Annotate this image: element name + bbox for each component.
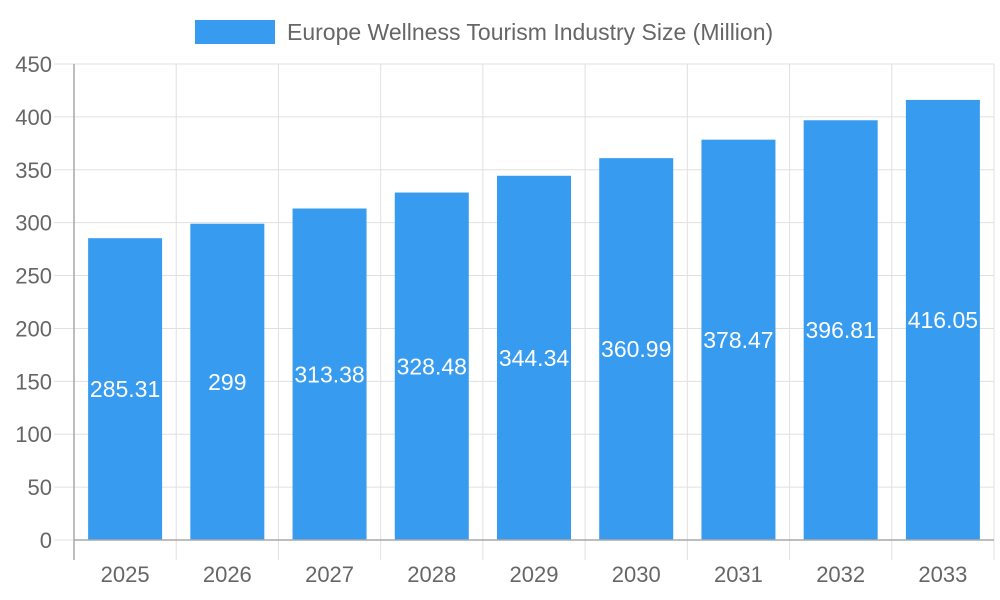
bar-2025 <box>88 238 163 540</box>
legend-label: Europe Wellness Tourism Industry Size (M… <box>287 19 773 45</box>
y-tick-label: 200 <box>15 316 52 341</box>
x-tick-label: 2026 <box>203 562 252 587</box>
bar-2030 <box>599 158 674 540</box>
axes: 0 50 100 150 200 250 300 350 400 450 2025 2026 2027 2… <box>15 52 994 587</box>
bar-2029 <box>497 175 571 540</box>
x-tick-label: 2027 <box>305 562 354 587</box>
bar-2026 <box>190 223 265 541</box>
bar-2027 <box>292 208 367 540</box>
data-label: 344.34 <box>499 345 570 371</box>
data-label: 313.38 <box>294 361 364 387</box>
bar-2031 <box>701 139 776 540</box>
bars <box>88 99 980 541</box>
data-label: 299 <box>208 369 246 395</box>
data-label: 360.99 <box>601 336 671 362</box>
data-label: 328.48 <box>397 353 467 379</box>
y-tick-label: 400 <box>15 105 52 130</box>
x-tick-label: 2033 <box>918 562 967 587</box>
y-tick-label: 50 <box>28 475 52 500</box>
bar-2032 <box>803 120 878 541</box>
data-label: 416.05 <box>908 307 978 333</box>
legend-swatch <box>195 20 275 44</box>
y-tick-label: 100 <box>15 422 52 447</box>
data-label: 378.47 <box>703 327 773 353</box>
y-tick-label: 0 <box>40 528 52 553</box>
data-label: 396.81 <box>805 317 875 343</box>
y-tick-label: 150 <box>15 369 52 394</box>
legend[interactable]: Europe Wellness Tourism Industry Size (M… <box>195 19 773 45</box>
x-tick-label: 2028 <box>407 562 456 587</box>
y-tick-label: 450 <box>15 52 52 77</box>
x-tick-label: 2032 <box>816 562 865 587</box>
x-tick-label: 2029 <box>510 562 559 587</box>
bar-2028 <box>394 192 469 541</box>
data-labels: 285.31 299 313.38 328.48 344.34 360.99 378.47 3… <box>90 307 978 402</box>
y-tick-label: 350 <box>15 158 52 183</box>
x-tick-label: 2030 <box>612 562 661 587</box>
x-tick-label: 2025 <box>101 562 150 587</box>
y-tick-label: 250 <box>15 264 52 289</box>
bar-2033 <box>905 99 980 540</box>
y-tick-label: 300 <box>15 211 52 236</box>
x-tick-label: 2031 <box>714 562 763 587</box>
data-label: 285.31 <box>90 376 160 402</box>
